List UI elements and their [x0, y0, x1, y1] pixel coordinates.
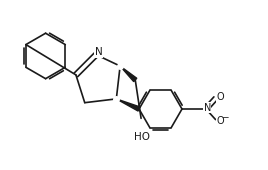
- Text: −: −: [221, 112, 229, 121]
- Text: O: O: [217, 116, 225, 126]
- Text: O: O: [217, 92, 225, 102]
- Text: N: N: [95, 47, 103, 57]
- Polygon shape: [116, 99, 140, 111]
- Polygon shape: [120, 66, 137, 82]
- Text: HO: HO: [133, 132, 150, 142]
- Text: N: N: [204, 103, 211, 113]
